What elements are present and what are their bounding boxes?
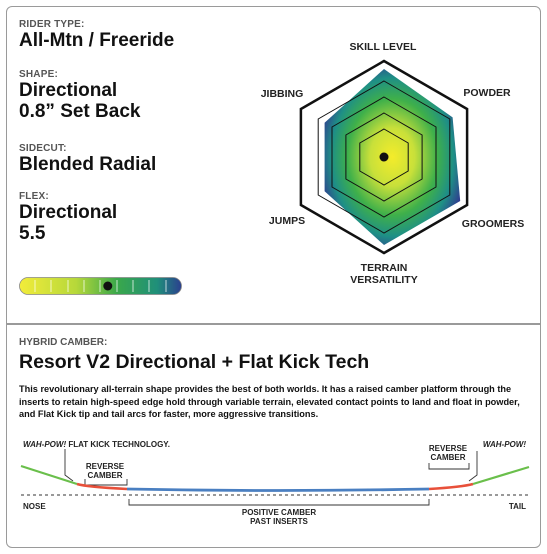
positive-camber-segment	[126, 487, 430, 492]
jumps-label: JUMPS	[269, 215, 305, 227]
reverse-camber-left-1: REVERSE	[86, 462, 125, 471]
rider-type-label: RIDER TYPE:	[19, 19, 85, 30]
shape-value-line2: 0.8” Set Back	[19, 101, 141, 122]
flex-label: FLEX:	[19, 191, 49, 202]
camber-title: Resort V2 Directional + Flat Kick Tech	[19, 351, 370, 373]
rider-type-value: All-Mtn / Freeride	[19, 30, 175, 51]
reverse-camber-right-1: REVERSE	[429, 444, 468, 453]
tail-kick-segment	[472, 465, 530, 486]
terrain-label-2: VERSATILITY	[350, 274, 417, 286]
nose-label: NOSE	[23, 502, 46, 511]
sidecut-value: Blended Radial	[19, 154, 157, 175]
rider-type-spec: RIDER TYPE: All-Mtn / Freeride	[19, 19, 174, 51]
jibbing-label: JIBBING	[261, 88, 304, 100]
annotation-brackets	[64, 449, 478, 506]
radar-grid-ring-1	[359, 128, 409, 186]
powder-label: POWDER	[463, 87, 511, 99]
reverse-camber-left-2: CAMBER	[87, 471, 122, 480]
section-divider	[7, 323, 540, 325]
radar-center-dot	[379, 152, 389, 162]
flex-value-line1: Directional	[19, 202, 118, 223]
flex-marker	[103, 281, 113, 291]
camber-profile-diagram: WAH-POW! FLAT KICK TECHNOLOGY. WAH-POW! …	[20, 440, 530, 526]
reverse-camber-right-2: CAMBER	[430, 453, 465, 462]
nose-reverse-camber-segment	[76, 482, 128, 491]
radar-outer-frame	[299, 59, 469, 255]
radar-grid-ring-2	[345, 112, 423, 202]
radar-grid	[317, 80, 451, 234]
shape-spec: SHAPE: Directional 0.8” Set Back	[19, 69, 140, 122]
shape-label: SHAPE:	[19, 69, 58, 80]
flex-value-line2: 5.5	[19, 223, 46, 244]
flex-meter	[19, 277, 182, 295]
terrain-label-1: TERRAIN	[361, 262, 408, 274]
wah-pow-left: WAH-POW!	[23, 440, 66, 449]
flat-kick-caption: WAH-POW! FLAT KICK TECHNOLOGY.	[23, 440, 170, 449]
tail-label: TAIL	[509, 502, 526, 511]
board-spec-card: RIDER TYPE: All-Mtn / Freeride SHAPE: Di…	[6, 6, 541, 548]
positive-camber-label-1: POSITIVE CAMBER	[242, 508, 316, 517]
camber-type-label: HYBRID CAMBER:	[19, 337, 108, 348]
radar-grid-ring-3	[331, 96, 437, 218]
skill-level-label: SKILL LEVEL	[350, 41, 417, 53]
groomers-label: GROOMERS	[462, 218, 524, 230]
nose-kick-segment	[20, 464, 78, 486]
radar-grid-ring-4	[317, 80, 451, 234]
tail-reverse-camber-segment	[428, 482, 474, 491]
positive-camber-label-2: PAST INSERTS	[250, 517, 308, 526]
wah-pow-right: WAH-POW!	[483, 440, 526, 449]
camber-description: This revolutionary all-terrain shape pro…	[19, 384, 520, 419]
shape-value-line1: Directional	[19, 80, 118, 101]
flat-kick-text: FLAT KICK TECHNOLOGY.	[66, 440, 170, 449]
radar-data-area	[324, 69, 461, 245]
flex-spec: FLEX: Directional 5.5	[19, 191, 117, 244]
sidecut-spec: SIDECUT: Blended Radial	[19, 143, 156, 175]
sidecut-label: SIDECUT:	[19, 143, 67, 154]
ride-radar-chart: SKILL LEVEL POWDER GROOMERS TERRAIN VERS…	[261, 41, 525, 286]
